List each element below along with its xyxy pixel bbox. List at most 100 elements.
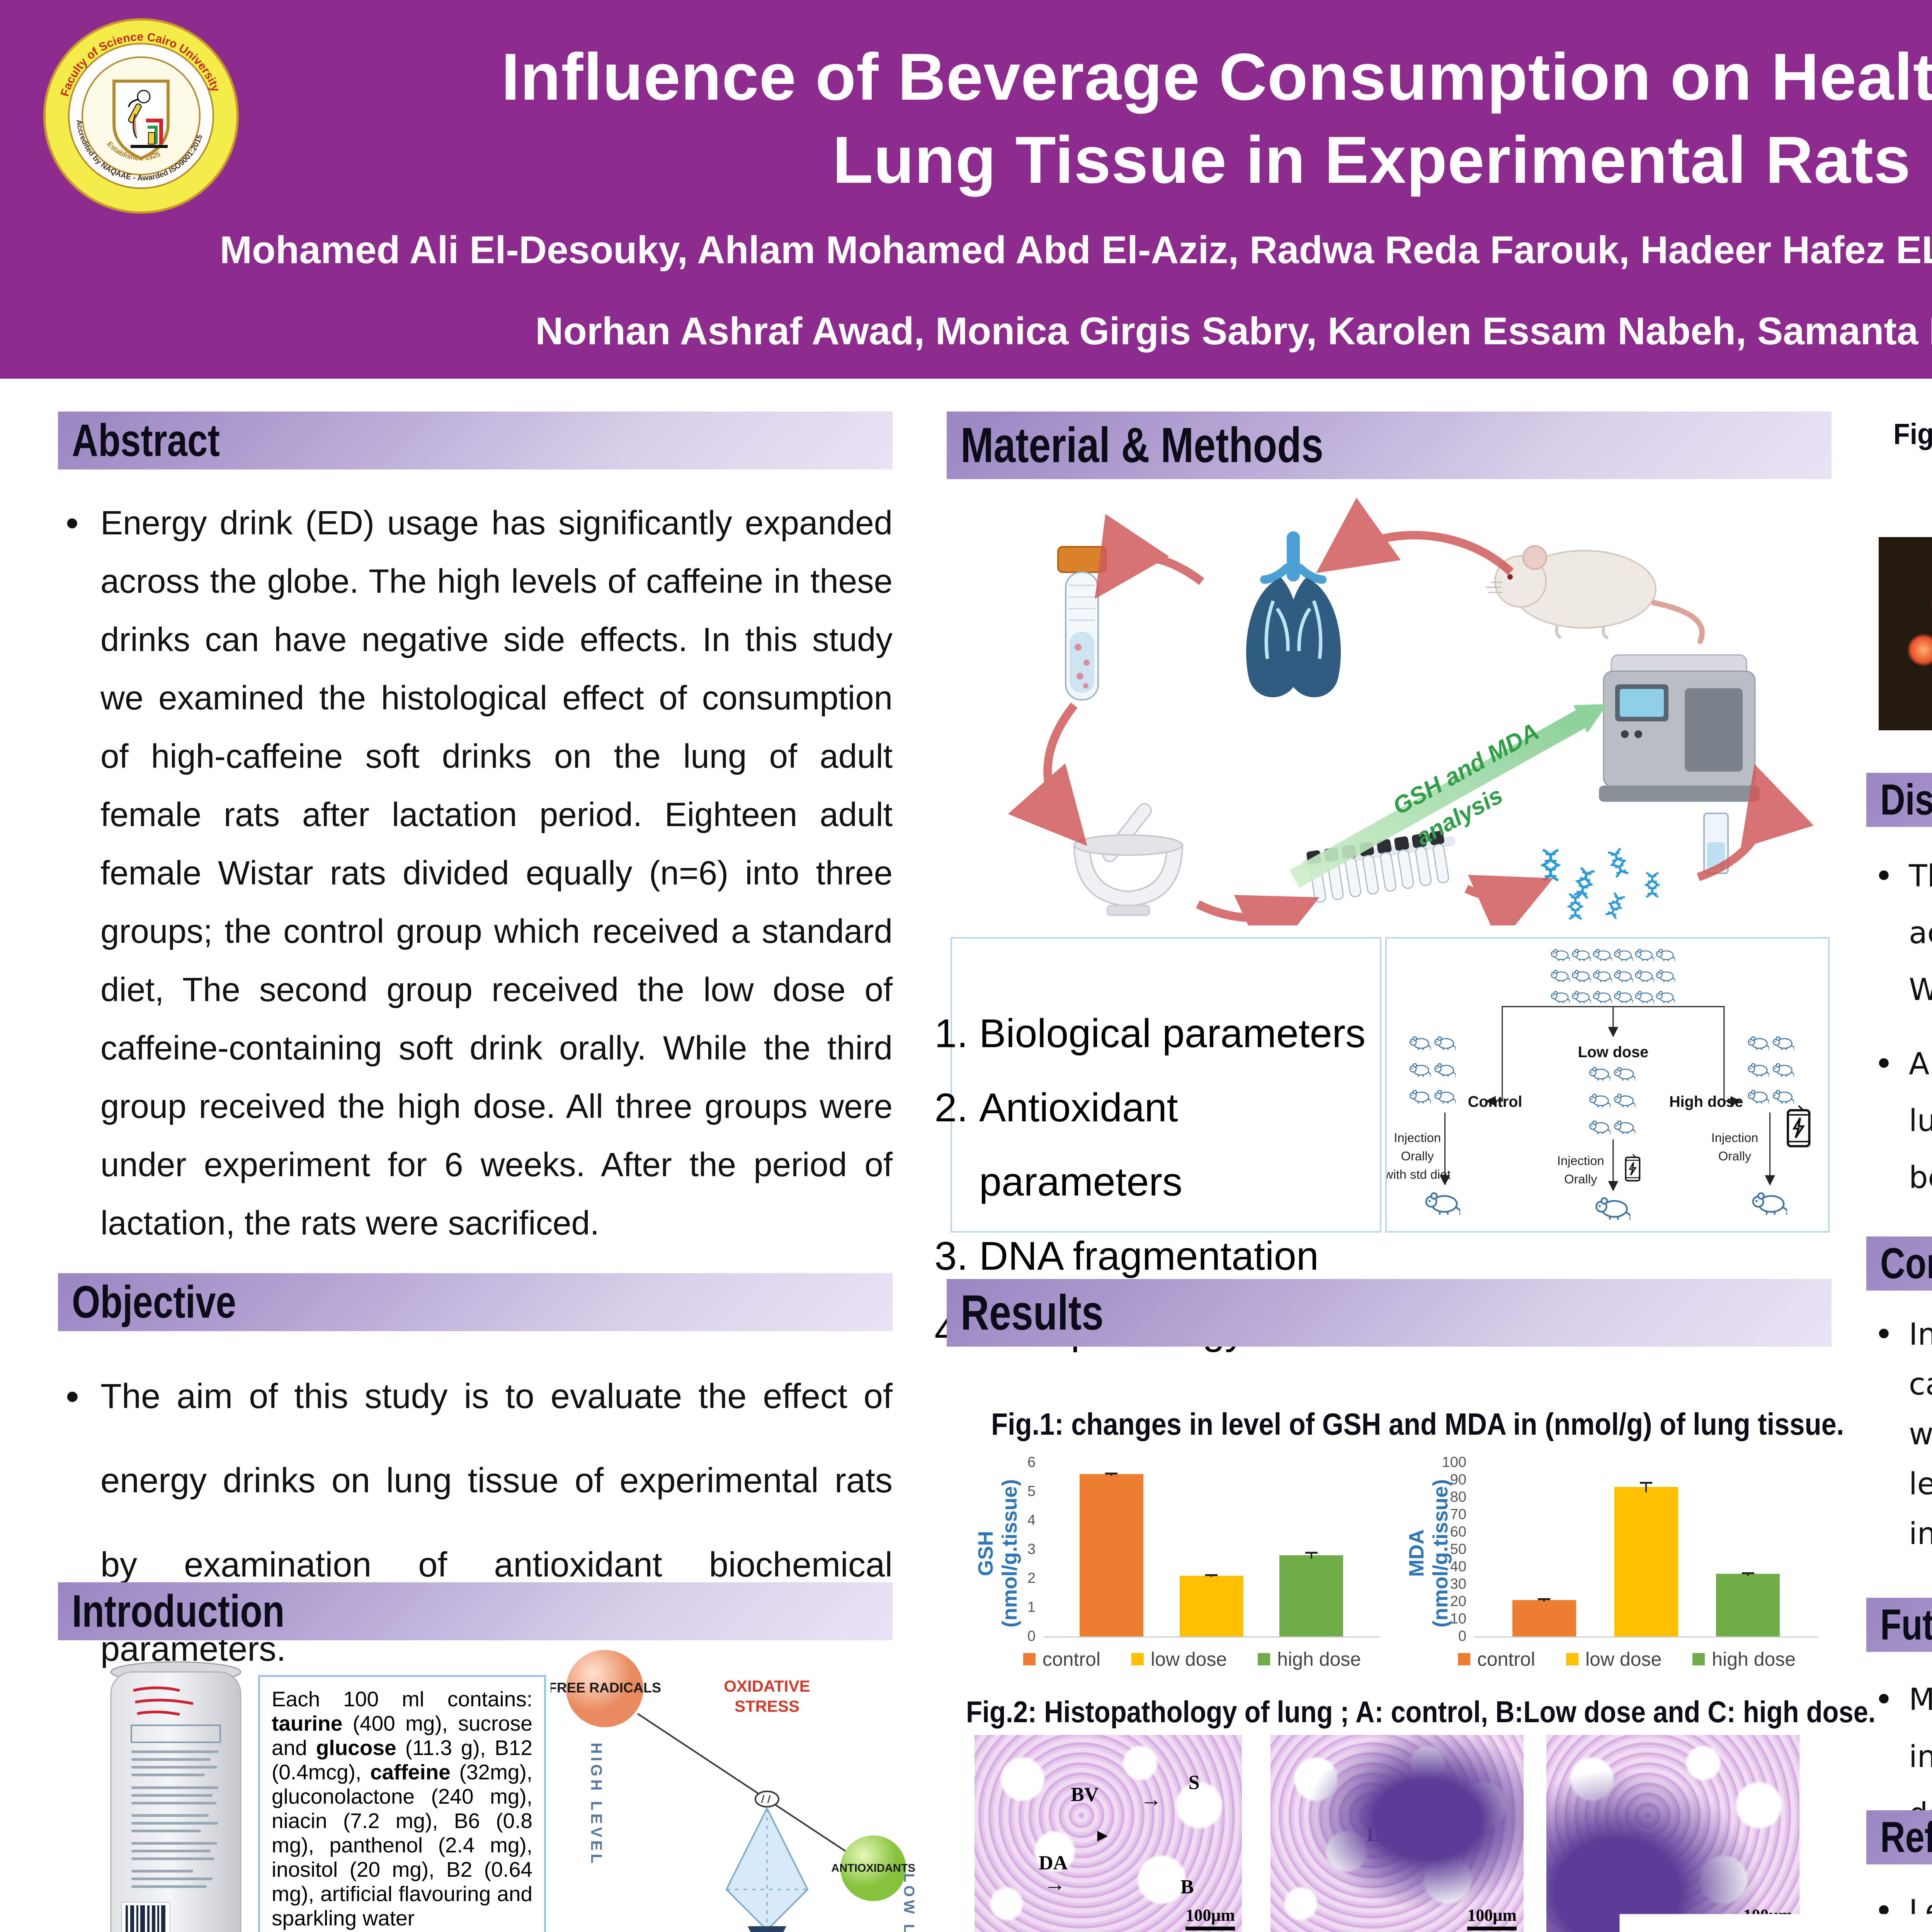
methods-title: Material & Methods xyxy=(947,412,1323,479)
free-radicals-label: FREE RADICALS xyxy=(551,1680,661,1696)
abstract-body: Energy drink (ED) usage has significantl… xyxy=(58,494,893,1252)
ingredients-text: Each 100 ml contains: taurine (400 mg), … xyxy=(272,1687,532,1930)
mda-legend: control low dose high dose xyxy=(1432,1648,1822,1670)
mda-bar-chart: MDA (nmol/g.tissue) 0 10 20 30 40 50 60 70 80 90 1… xyxy=(1408,1455,1822,1681)
low-note: Injection xyxy=(1557,1153,1604,1168)
histo-label: DA xyxy=(1039,1852,1068,1874)
fig3-caption-line2: A: control, B:Low dose and C: high dose. xyxy=(1893,477,1932,511)
objective-title: Objective xyxy=(58,1273,236,1331)
histo-label: Linf xyxy=(1602,1892,1639,1915)
gsh-mda-analysis-arrow: GSH and MDA analysis xyxy=(1294,704,1607,879)
conclusion-section-header: Conclusion xyxy=(1866,1236,1932,1291)
discussion-title: Discussion xyxy=(1866,773,1932,827)
sample-tube-icon xyxy=(1058,547,1106,700)
poster: Influence of Beverage Consumption on Hea… xyxy=(0,0,1932,1932)
arrow-marker xyxy=(1044,1872,1066,1896)
rat-groups-box: Control Low dose High dose Inje xyxy=(1385,937,1830,1233)
lungs-icon xyxy=(1246,531,1341,697)
abstract-section-header: Abstract xyxy=(58,412,893,469)
control-group-label: Control xyxy=(1468,1093,1522,1110)
all-rats-cluster xyxy=(1551,949,1675,1003)
bar-low dose xyxy=(1614,1487,1678,1636)
references-body: Lebda et al., 2017, Nutrition Research, … xyxy=(1866,1882,1932,1932)
future-goals-section-header: Future goals xyxy=(1866,1598,1932,1652)
high-dose-group-label: High dose xyxy=(1669,1093,1743,1110)
spectrophotometer-icon xyxy=(1599,655,1760,802)
gsh-legend: control low dose high dose xyxy=(1001,1648,1383,1670)
discussion-body: The experimental group which received th… xyxy=(1866,848,1932,1206)
sacrificed-rat xyxy=(1426,1193,1461,1215)
future-goals-title: Future goals xyxy=(1866,1598,1932,1652)
parameters-item: Biological parameters xyxy=(979,997,1380,1071)
gsh-plot-area: 0123456 xyxy=(1043,1463,1379,1638)
low-note: Orally xyxy=(1564,1172,1597,1186)
objective-body: The aim of this study is to evaluate the… xyxy=(58,1354,893,1691)
control-group-cluster xyxy=(1410,1037,1456,1104)
ingredients-box: Each 100 ml contains: taurine (400 mg), … xyxy=(258,1675,546,1932)
bar-control xyxy=(1080,1474,1143,1636)
high-note: Orally xyxy=(1718,1149,1752,1163)
low-dose-group-cluster xyxy=(1590,1068,1636,1134)
faculty-of-science-logo: Faculty of Science Cairo University Accr… xyxy=(43,17,240,214)
conclusion-body: Induction of oxidative stress due to ene… xyxy=(1866,1310,1932,1559)
antioxidants-label: ANTIOXIDANTS xyxy=(831,1862,915,1874)
rat-groups-diagram: Control Low dose High dose Inje xyxy=(1387,939,1828,1231)
abstract-bullet: Energy drink (ED) usage has significantl… xyxy=(58,494,893,1252)
oxidative-stress-label-1: OXIDATIVE xyxy=(724,1677,810,1695)
mortar-pestle-icon xyxy=(1074,801,1182,915)
conclusion-bullet: Induction of oxidative stress due to ene… xyxy=(1866,1310,1932,1559)
legend-item-high dose: high dose xyxy=(1258,1648,1361,1670)
parameters-list-box: Biological parameters Antioxidant parame… xyxy=(951,937,1381,1233)
high-dose-can-icon xyxy=(1788,1105,1809,1146)
references-section-header: References xyxy=(1866,1810,1932,1864)
poster-header: Influence of Beverage Consumption on Hea… xyxy=(0,0,1932,379)
abstract-title: Abstract xyxy=(58,412,220,469)
poster-title-line1: Influence of Beverage Consumption on Hea… xyxy=(348,39,1932,115)
legend-item-control: control xyxy=(1458,1648,1535,1670)
low-dose-group-label: Low dose xyxy=(1578,1044,1649,1061)
legend-item-low dose: low dose xyxy=(1566,1648,1662,1670)
legend-item-low dose: low dose xyxy=(1131,1648,1227,1670)
control-note: with std diet xyxy=(1387,1167,1451,1181)
rat-icon xyxy=(1486,546,1702,641)
oxidative-stress-diagram: FREE RADICALS OXIDATIVE STRESS HIGH LEVE… xyxy=(551,1642,923,1932)
bar-control xyxy=(1512,1600,1576,1637)
high-dose-group-cluster xyxy=(1748,1037,1794,1104)
reference-item: Lebda et al., 2017, Nutrition Research, … xyxy=(1866,1882,1932,1932)
histo-label: B xyxy=(1180,1876,1194,1898)
dna-fragments-icons xyxy=(1543,849,1658,919)
conclusion-title: Conclusion xyxy=(1866,1236,1932,1291)
parameters-item: Antioxidant parameters xyxy=(979,1071,1380,1219)
low-level-label: LOW LEVEL xyxy=(901,1873,917,1932)
high-level-label: HIGH LEVEL xyxy=(588,1743,605,1866)
references-title: References xyxy=(1866,1810,1932,1864)
mda-plot-area: 0 10 20 30 40 50 60 70 80 90 100 xyxy=(1474,1463,1818,1638)
mini-shield-emblem xyxy=(114,81,168,158)
low-dose-can-icon xyxy=(1626,1154,1639,1180)
sacrificed-rat xyxy=(1753,1193,1787,1215)
discussion-bullet: The experimental group which received th… xyxy=(1866,848,1932,1019)
bar-low dose xyxy=(1180,1576,1243,1637)
poster-title-line2: Lung Tissue in Experimental Rats xyxy=(348,122,1932,198)
scale-bar: 100μm xyxy=(1743,1905,1793,1930)
legend-item-high dose: high dose xyxy=(1692,1648,1796,1670)
high-note: Injection xyxy=(1711,1130,1759,1145)
arrowhead-marker xyxy=(1097,1823,1107,1846)
fig3-caption-line1: Fig.3: Degree of DNA damage in lung tiss… xyxy=(1893,417,1932,451)
methods-section-header: Material & Methods xyxy=(947,412,1832,479)
histology-panel-highdose-1: Linf 100μm xyxy=(1546,1735,1799,1932)
methods-workflow-diagram: GSH and MDA analysis xyxy=(947,489,1832,925)
scale-bar: 100μm xyxy=(1467,1905,1517,1930)
control-note: Orally xyxy=(1401,1149,1434,1163)
pivot xyxy=(755,1791,779,1807)
arrow-marker xyxy=(1140,1787,1162,1812)
barcode xyxy=(122,1902,170,1932)
fig2-caption: Fig.2: Histopathology of lung ; A: contr… xyxy=(966,1694,1932,1730)
introduction-title: Introduction xyxy=(58,1582,285,1640)
histology-panel-control: BV S DA B 100μm xyxy=(975,1735,1242,1932)
authors-line2: Norhan Ashraf Awad, Monica Girgis Sabry,… xyxy=(77,309,1932,354)
control-note: Injection xyxy=(1394,1130,1441,1145)
discussion-bullet: Also, low dose causes more oxidative dam… xyxy=(1866,1036,1932,1206)
legend-item-control: control xyxy=(1023,1648,1100,1670)
gsh-bar-chart: GSH (nmol/g.tissue) 0123456 control low d… xyxy=(978,1455,1383,1681)
